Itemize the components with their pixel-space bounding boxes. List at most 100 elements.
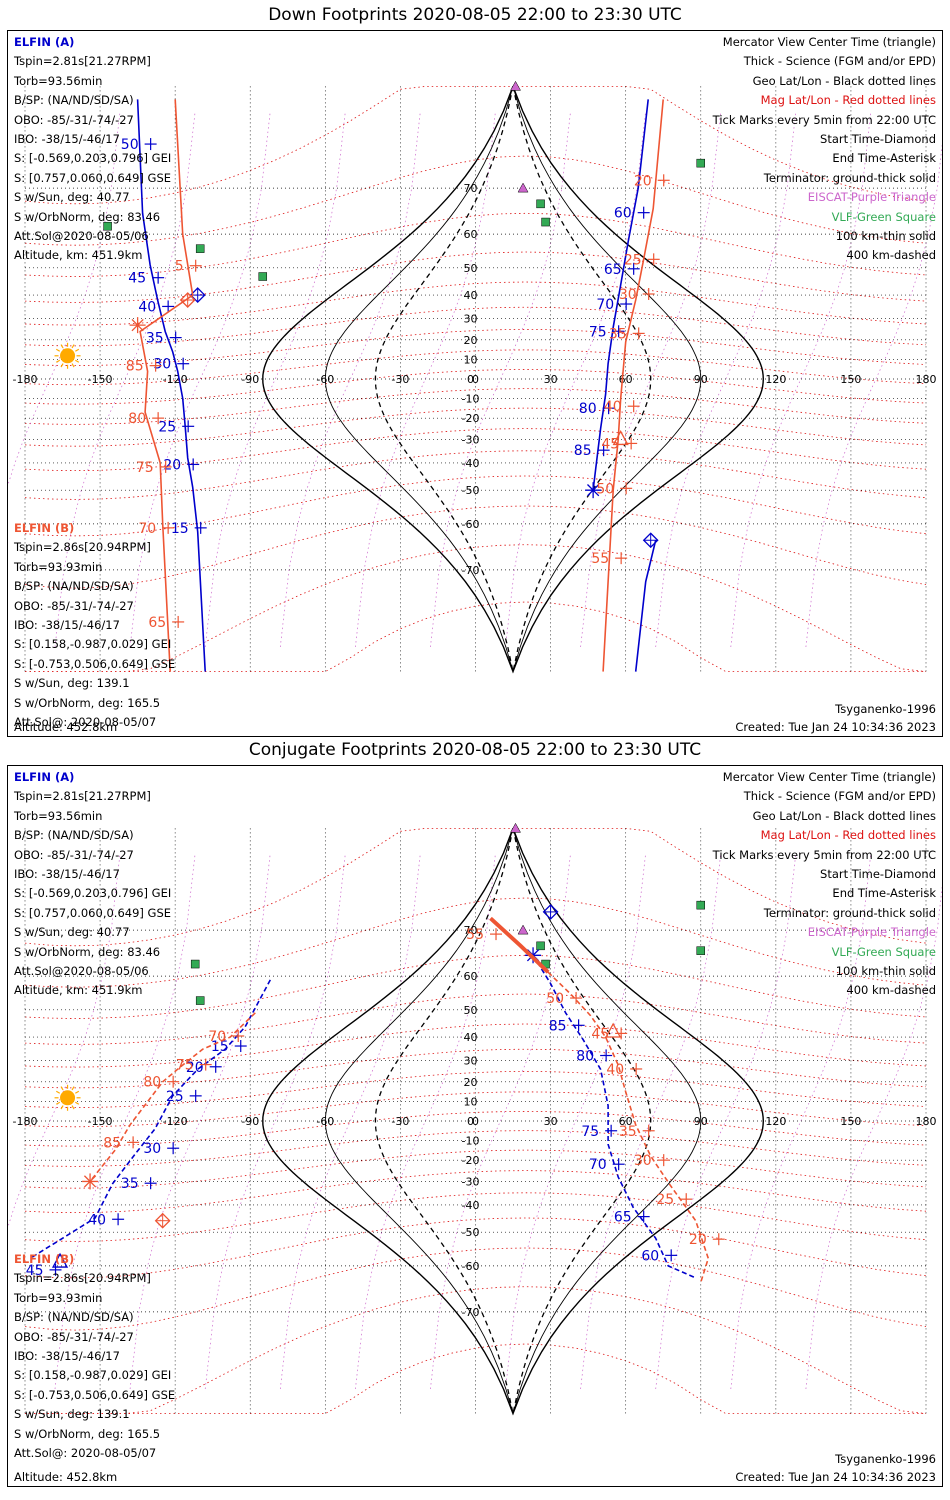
altitude-footer: Altitude: 452.8km — [14, 720, 118, 734]
y-tick-label: 10 — [463, 354, 477, 367]
tick-label: 75 — [581, 1124, 599, 1140]
x-tick-label: 180 — [916, 373, 937, 386]
tick-label: 20 — [163, 457, 181, 473]
end-asterisk-icon — [587, 484, 600, 497]
track-line — [89, 1012, 256, 1182]
x-tick-label: -30 — [391, 373, 409, 386]
sun-ray — [71, 344, 75, 349]
sun-ray — [75, 359, 80, 363]
tick-label: 5 — [175, 259, 184, 275]
elfin-a-line: IBO: -38/15/-46/17 — [14, 867, 120, 882]
conjugate-footprints-title: Conjugate Footprints 2020-08-05 22:00 to… — [248, 740, 702, 760]
y-tick-label: -10 — [462, 1134, 480, 1147]
y-tick-label: -40 — [462, 1199, 480, 1212]
tick-label: 35 — [146, 331, 164, 347]
y-tick-label: 30 — [463, 313, 477, 326]
tick-label: 20 — [634, 173, 652, 189]
elfin-b-line: Torb=93.93min — [14, 559, 103, 574]
vlf-square-icon — [536, 941, 545, 951]
tick-label: 15 — [171, 521, 189, 537]
vlf-square-icon — [195, 244, 205, 253]
legend-entry: End Time-Asterisk — [832, 886, 936, 901]
end-asterisk-icon — [83, 1175, 97, 1188]
elfin-a-name: ELFIN (A) — [14, 35, 75, 49]
y-tick-label: -10 — [462, 392, 480, 405]
elfin-b-line: B/SP: (NA/ND/SD/SA) — [14, 579, 134, 594]
legend-entry: VLF-Green Square — [831, 209, 936, 224]
sun-ray — [71, 363, 75, 368]
elfin-b-name: ELFIN (B) — [14, 521, 75, 535]
x-tick-label: -120 — [163, 373, 188, 386]
x-tick-label: 120 — [765, 1115, 786, 1128]
tick-label: 35 — [609, 326, 627, 342]
created-timestamp: Created: Tue Jan 24 10:34:36 2023 — [735, 720, 936, 734]
x-tick-label: 150 — [840, 373, 861, 386]
sun-ray — [71, 1086, 75, 1091]
y-tick-label: 10 — [463, 1096, 477, 1109]
mag-lon-line — [730, 110, 872, 648]
elfin-a-line: Altitude, km: 451.9km — [14, 248, 143, 263]
track-line — [532, 954, 697, 1279]
vlf-square-icon — [696, 900, 705, 910]
terminator-100km — [324, 86, 702, 674]
legend-entry: Geo Lat/Lon - Black dotted lines — [752, 808, 936, 823]
tick-label: 60 — [614, 206, 632, 222]
legend-entry: Mercator View Center Time (triangle) — [722, 35, 936, 49]
view-center-triangle-icon — [612, 430, 629, 446]
y-tick-label: -50 — [462, 484, 480, 497]
tick-label: 55 — [591, 551, 609, 567]
view-center-triangle-icon — [605, 1022, 622, 1038]
mag-lon-line — [204, 110, 346, 648]
x-tick-label: -150 — [88, 373, 113, 386]
tick-label: 40 — [606, 1062, 624, 1078]
y-tick-label: -40 — [462, 457, 480, 470]
conjugate-footprints-panel: -180 -150 -120 -90 -60 -30 0 30 60 90 120 150 180 70 6… — [7, 765, 943, 1487]
tick-label: 70 — [138, 521, 156, 537]
terminator-100km — [324, 828, 702, 1416]
elfin-b-line: Tspin=2.86s[20.94RPM] — [14, 540, 151, 555]
y-tick-label: 20 — [463, 334, 477, 347]
vlf-square-icon — [696, 158, 705, 168]
tick-label: 35 — [619, 1124, 637, 1140]
mag-lon-line — [204, 852, 346, 1390]
x-tick-label: 120 — [765, 373, 786, 386]
altitude-footer: Altitude: 452.8km — [14, 1470, 118, 1484]
elfin-b-line: Torb=93.93min — [14, 1290, 103, 1305]
legend-entry: Start Time-Diamond — [820, 132, 936, 147]
elfin-a-line: B/SP: (NA/ND/SD/SA) — [14, 828, 134, 843]
sun-icon — [60, 1090, 76, 1106]
mag-lon-line — [655, 110, 797, 648]
mag-lon-line — [430, 110, 571, 648]
x-tick-label: -150 — [88, 1115, 113, 1128]
elfin-b-name: ELFIN (B) — [14, 1252, 75, 1266]
elfin-a-line: S w/Sun, deg: 40.77 — [14, 925, 130, 940]
y-tick-label: -20 — [462, 1154, 480, 1167]
y-tick-label: 0 — [467, 1115, 474, 1128]
tick-label: 65 — [614, 1210, 632, 1226]
elfin-b-line: IBO: -38/15/-46/17 — [14, 618, 120, 633]
created-timestamp: Created: Tue Jan 24 10:34:36 2023 — [735, 1470, 936, 1484]
mag-lon-line — [730, 852, 872, 1390]
legend-entry: Terminator: ground-thick solid — [763, 170, 936, 185]
sun-ray — [71, 1105, 75, 1110]
y-tick-label: -60 — [462, 518, 480, 531]
track-line — [136, 99, 206, 672]
elfin-a-line: S w/OrbNorm, deg: 83.46 — [14, 209, 161, 224]
sun-ray — [55, 359, 61, 363]
mag-lat-line — [24, 1217, 927, 1279]
end-asterisk-icon — [131, 319, 144, 332]
x-tick-label: 60 — [619, 373, 633, 386]
elfin-a-line: S w/OrbNorm, deg: 83.46 — [14, 944, 161, 959]
legend-entry: EISCAT-Purple Triangle — [807, 925, 936, 940]
mag-lat-line — [24, 505, 927, 589]
eiscat-triangle-icon — [510, 80, 521, 91]
elfin-b-line: S w/OrbNorm, deg: 165.5 — [14, 695, 161, 710]
x-tick-label: 180 — [916, 1115, 937, 1128]
legend-entry: VLF-Green Square — [831, 944, 936, 959]
elfin-b-line: S: [0.158,-0.987,0.029] GEI — [14, 1368, 172, 1383]
mag-lon-line — [129, 852, 271, 1390]
elfin-a-line: OBO: -85/-31/-74/-27 — [14, 847, 134, 862]
track-line — [139, 99, 194, 672]
tick-label: 75 — [136, 460, 154, 476]
legend-entry: Mag Lat/Lon - Red dotted lines — [760, 828, 936, 843]
